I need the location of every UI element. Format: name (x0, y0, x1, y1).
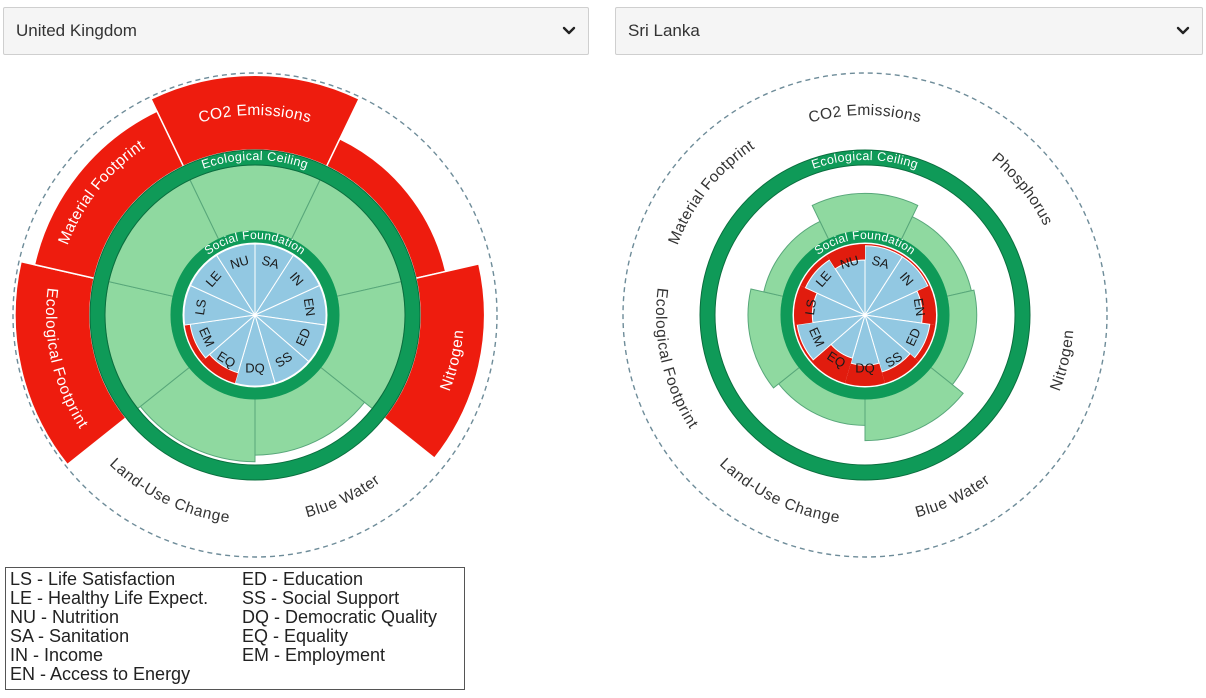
social-label-dq: DQ (855, 360, 875, 375)
chevron-down-icon (562, 26, 576, 35)
social-bar (850, 313, 880, 366)
social-sector-em[interactable] (794, 314, 867, 362)
social-foundation-ring (170, 230, 340, 400)
social-sector-dq[interactable] (234, 313, 276, 387)
social-sector-em[interactable] (184, 314, 257, 362)
social-label-sa: SA (260, 253, 281, 272)
social-label-ed: ED (903, 326, 924, 349)
ecological-label-material-footprint: Material Footprint (665, 137, 758, 247)
social-sector-ed[interactable] (863, 314, 936, 362)
social-label-en: EN (911, 297, 928, 317)
country-select-left[interactable]: United Kingdom (3, 7, 589, 55)
social-sector-nu[interactable] (215, 243, 256, 317)
ecological-sector-co2-emissions[interactable] (149, 74, 361, 240)
social-sector-sa[interactable] (864, 244, 904, 317)
legend-item: EQ - Equality (242, 626, 349, 646)
social-sector-dq[interactable] (844, 313, 886, 386)
social-sector-nu[interactable] (826, 244, 866, 317)
social-sector-ss[interactable] (864, 313, 919, 384)
ecological-label-nitrogen: Nitrogen (1047, 329, 1077, 393)
social-bar (215, 243, 256, 317)
ecological-label-ecological-footprint: Ecological Footprint (652, 287, 701, 432)
social-bar (864, 313, 911, 373)
country-select-left-value: United Kingdom (16, 21, 137, 40)
social-sector-en[interactable] (863, 285, 936, 326)
outer-boundary-circle (12, 72, 498, 558)
social-bar (863, 314, 931, 359)
chevron-down-icon (1176, 26, 1190, 35)
social-label-nu: NU (838, 252, 860, 272)
legend-item: NU - Nutrition (10, 607, 120, 627)
legend-item: IN - Income (10, 645, 104, 665)
country-select-right-value: Sri Lanka (628, 21, 700, 40)
ecological-label-blue-water: Blue Water (303, 471, 383, 521)
legend-item: LS - Life Satisfaction (10, 569, 176, 589)
social-sector-le[interactable] (800, 255, 867, 317)
social-bar (863, 256, 929, 317)
social-label-en: EN (301, 297, 318, 317)
social-label-em: EM (806, 325, 828, 349)
legend-item: EM - Employment (242, 645, 386, 665)
legend-item: EN - Access to Energy (10, 664, 191, 684)
abbreviation-legend: LS - Life Satisfaction LE - Healthy Life… (5, 567, 465, 690)
legend-item: ED - Education (242, 569, 364, 589)
legend-column-2: ED - Education SS - Social Support DQ - … (242, 570, 437, 687)
social-bar (796, 314, 867, 361)
ecological-label-phosphorus: Phosphorus (988, 150, 1055, 229)
social-label-ed: ED (293, 326, 314, 349)
ecological-label-co2-emissions: CO2 Emissions (807, 102, 923, 127)
ecological-label-blue-water: Blue Water (913, 471, 993, 521)
social-bar (804, 259, 867, 317)
social-sector-in[interactable] (863, 255, 930, 317)
legend-item: DQ - Democratic Quality (242, 607, 438, 627)
social-label-sa: SA (870, 253, 891, 272)
social-label-ls: LS (802, 298, 819, 316)
social-label-ls: LS (192, 298, 209, 316)
country-select-right[interactable]: Sri Lanka (615, 7, 1203, 55)
social-label-nu: NU (228, 252, 250, 272)
social-bar (234, 313, 276, 387)
outer-boundary-circle (622, 72, 1108, 558)
ring-edge (89, 149, 421, 481)
ecological-ceiling-ring (700, 150, 1030, 480)
legend-item: SS - Social Support (242, 588, 400, 608)
social-foundation-ring (780, 230, 950, 400)
ring-edge (714, 164, 1016, 466)
ring-edge (104, 164, 406, 466)
legend-column-1: LS - Life Satisfaction LE - Healthy Life… (10, 570, 236, 687)
social-bar (834, 259, 866, 317)
ecological-ceiling-ring (90, 150, 420, 480)
legend-item: SA - Sanitation (10, 626, 130, 646)
social-label-dq: DQ (245, 360, 265, 375)
ring-edge (699, 149, 1031, 481)
social-label-em: EM (196, 325, 218, 349)
legend-item: LE - Healthy Life Expect. (10, 588, 209, 608)
